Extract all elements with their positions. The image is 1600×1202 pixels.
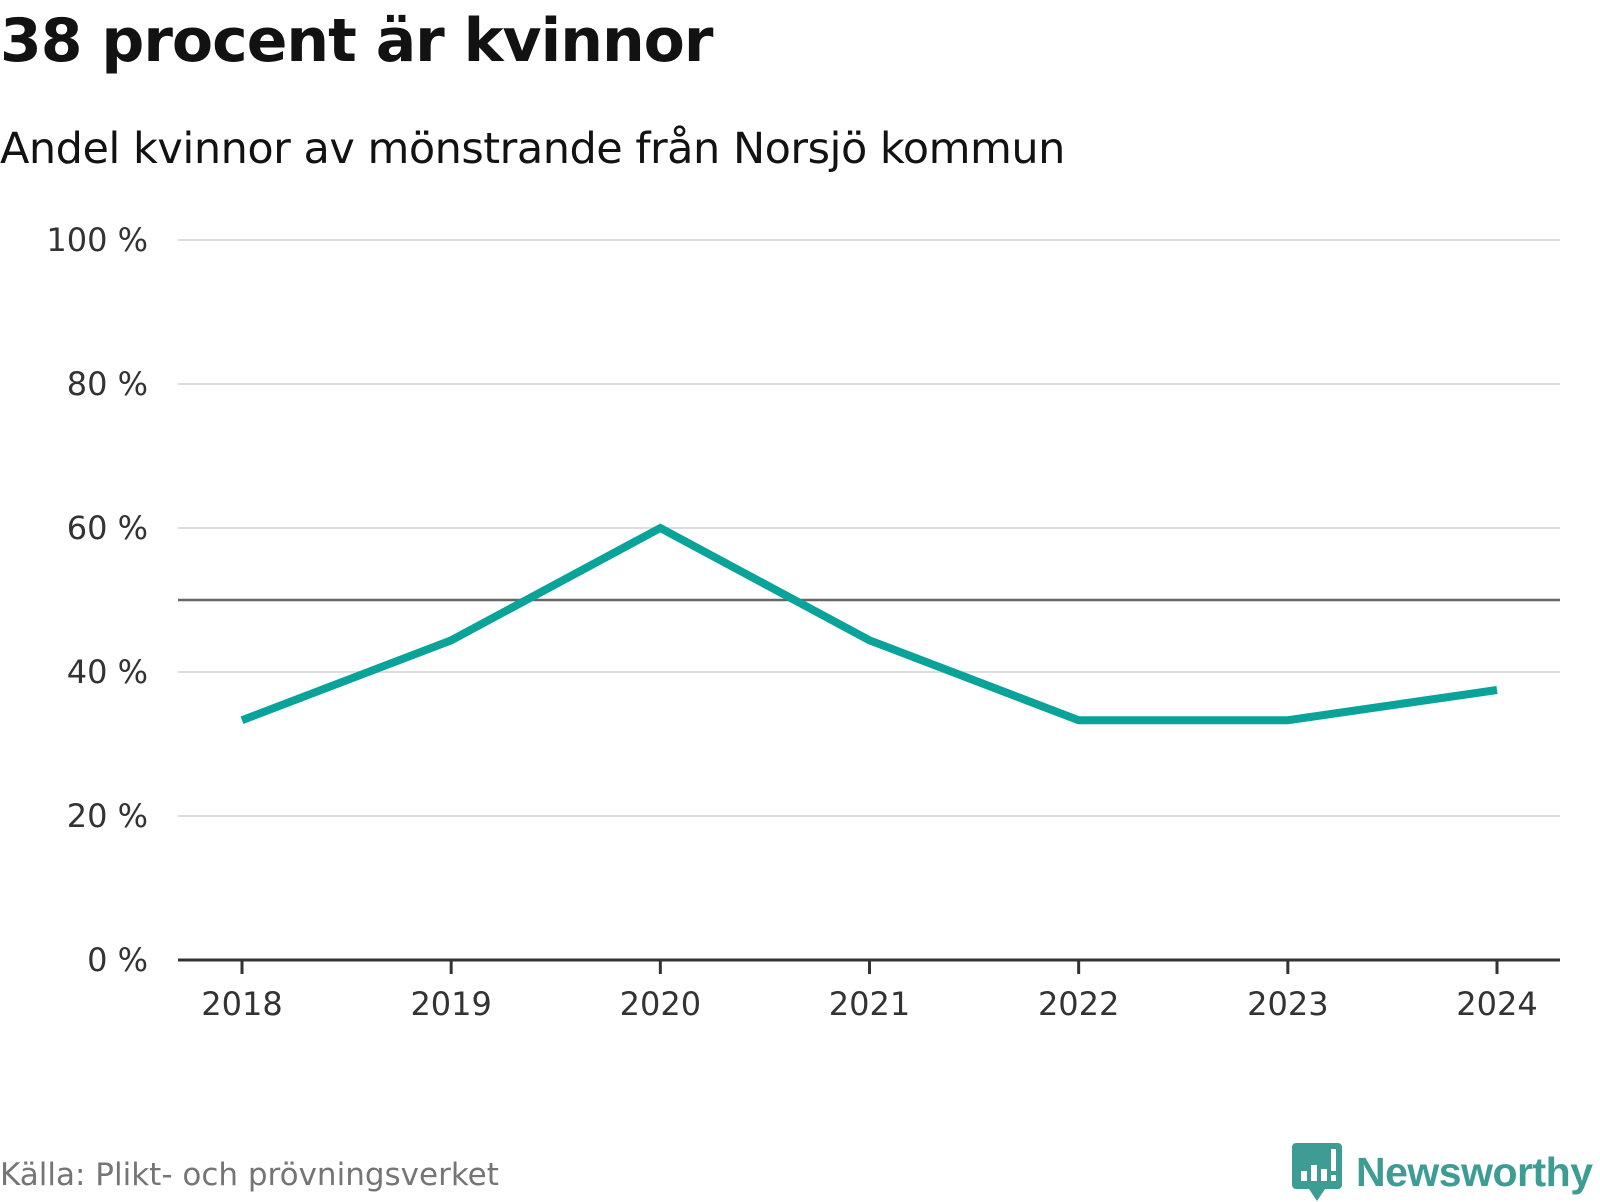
data-point bbox=[447, 636, 455, 644]
data-point bbox=[656, 524, 664, 532]
brand-name: Newsworthy bbox=[1356, 1148, 1593, 1195]
bar-chart-speech-bubble-icon bbox=[1292, 1143, 1342, 1201]
x-tick-label: 2024 bbox=[1456, 985, 1537, 1023]
y-tick-label: 40 % bbox=[67, 653, 148, 691]
y-tick-label: 100 % bbox=[46, 221, 148, 259]
chart-title: 38 procent är kvinnor bbox=[0, 6, 713, 76]
x-tick-label: 2020 bbox=[620, 985, 701, 1023]
x-tick-label: 2022 bbox=[1038, 985, 1119, 1023]
chart-subtitle: Andel kvinnor av mönstrande från Norsjö … bbox=[0, 124, 1065, 174]
source-note: Källa: Plikt- och prövningsverket bbox=[0, 1157, 499, 1193]
series-line bbox=[240, 523, 1498, 725]
y-tick-label: 60 % bbox=[67, 509, 148, 547]
y-tick-label: 0 % bbox=[87, 941, 148, 979]
x-tick-label: 2023 bbox=[1247, 985, 1328, 1023]
data-point bbox=[1493, 686, 1501, 694]
y-tick-label: 80 % bbox=[67, 365, 148, 403]
x-tick-label: 2019 bbox=[410, 985, 491, 1023]
data-point bbox=[1075, 716, 1083, 724]
x-tick-label: 2018 bbox=[201, 985, 282, 1023]
data-point bbox=[238, 716, 246, 724]
data-point bbox=[1284, 716, 1292, 724]
brand-logo: Newsworthy bbox=[1292, 1142, 1593, 1202]
y-tick-label: 20 % bbox=[67, 797, 148, 835]
data-point bbox=[866, 636, 874, 644]
x-tick-label: 2021 bbox=[829, 985, 910, 1023]
